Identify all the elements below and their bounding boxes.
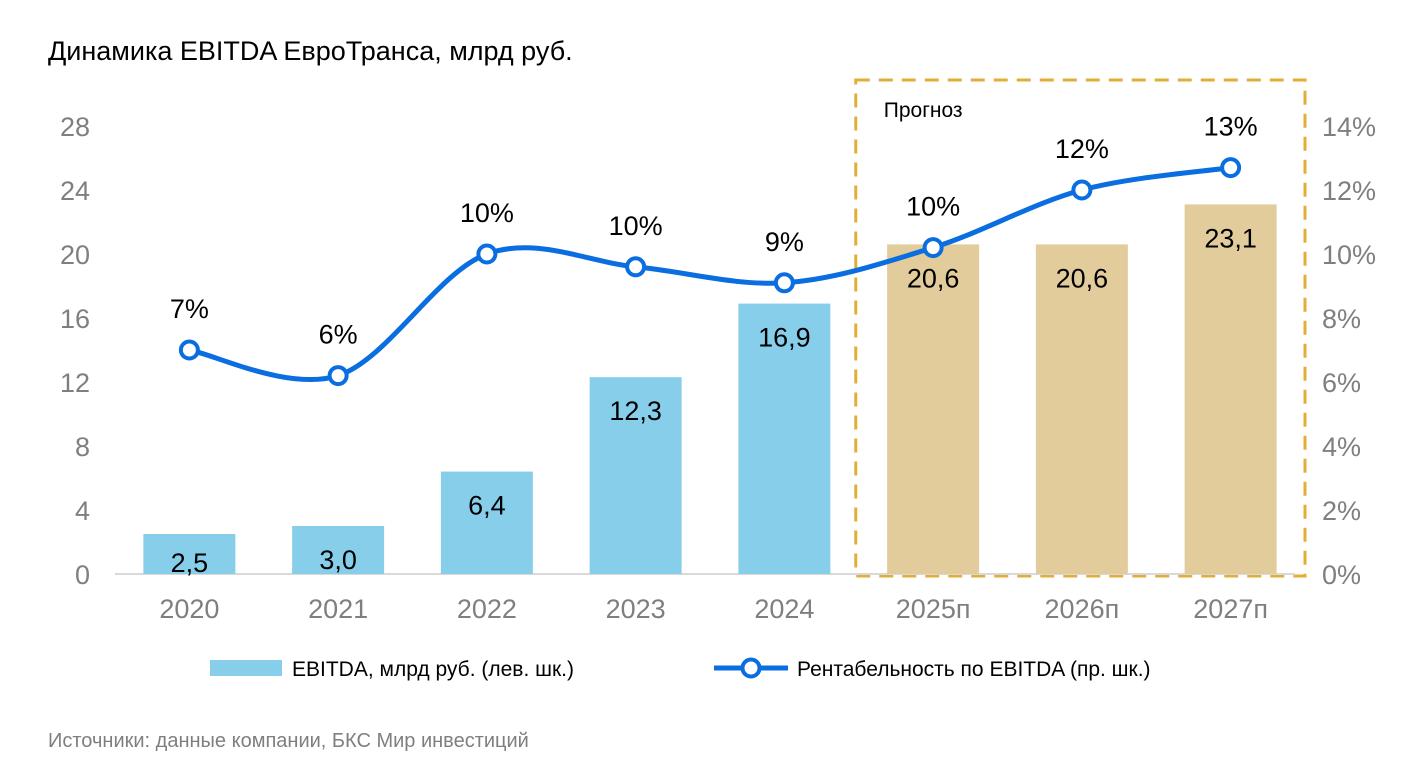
y-right-tick-label: 4%: [1322, 432, 1361, 462]
x-tick-label: 2027п: [1193, 594, 1268, 624]
margin-label: 9%: [765, 227, 804, 257]
forecast-box: [854, 78, 1307, 578]
ebitda-bar-labels: 2,5 3,0 6,4 12,3 16,9 20,6 20,6 23,1: [171, 223, 1257, 578]
y-right-tick-label: 8%: [1322, 304, 1361, 334]
ebitda-bar: [738, 303, 831, 574]
y-left-axis: 0 4 8 12 16 20 24 28: [60, 112, 90, 590]
y-left-tick-label: 4: [75, 496, 90, 526]
margin-line-series: [178, 157, 1242, 387]
ebitda-bar-label: 6,4: [468, 491, 506, 521]
margin-point: [922, 237, 944, 259]
ebitda-bar-label: 23,1: [1204, 223, 1257, 253]
ebitda-bar-label: 16,9: [758, 323, 811, 353]
x-tick-label: 2025п: [896, 594, 971, 624]
margin-point: [178, 339, 200, 361]
x-tick-label: 2023: [606, 594, 666, 624]
margin-label: 13%: [1204, 112, 1258, 142]
ebitda-bar: [589, 377, 682, 574]
x-tick-label: 2022: [457, 594, 517, 624]
margin-point: [625, 256, 647, 278]
margin-point: [327, 365, 349, 387]
margin-label: 12%: [1055, 134, 1109, 164]
margin-point: [476, 243, 498, 265]
margin-point: [1220, 157, 1242, 179]
x-axis: 2020 2021 2022 2023 2024 2025п 2026п 2027п: [159, 594, 1268, 624]
legend-line-marker: [740, 657, 762, 679]
ebitda-bar-label: 2,5: [171, 548, 209, 578]
y-right-tick-label: 12%: [1322, 176, 1376, 206]
margin-point: [1071, 179, 1093, 201]
x-tick-label: 2024: [754, 594, 814, 624]
ebitda-bar-label: 3,0: [319, 545, 357, 575]
y-left-tick-label: 20: [60, 240, 90, 270]
y-right-tick-label: 14%: [1322, 112, 1376, 142]
margin-label: 10%: [609, 211, 663, 241]
margin-line: [188, 165, 1232, 383]
y-left-tick-label: 28: [60, 112, 90, 142]
y-right-tick-label: 0%: [1322, 560, 1361, 590]
forecast-label: Прогноз: [884, 99, 963, 122]
ebitda-bar: [143, 534, 236, 574]
ebitda-bar: [292, 526, 385, 574]
chart-title: Динамика EBITDA ЕвроТранса, млрд руб.: [48, 36, 573, 66]
y-right-axis: 0% 2% 4% 6% 8% 10% 12% 14%: [1322, 112, 1376, 590]
y-right-tick-label: 10%: [1322, 240, 1376, 270]
y-right-tick-label: 6%: [1322, 368, 1361, 398]
source-note: Источники: данные компании, БКС Мир инве…: [48, 730, 529, 752]
legend-bar-label: EBITDA, млрд руб. (лев. шк.): [292, 658, 574, 681]
margin-label: 10%: [906, 192, 960, 222]
ebitda-bar: [1184, 204, 1277, 574]
ebitda-bars: [143, 204, 1277, 574]
ebitda-bar-label: 12,3: [609, 396, 662, 426]
y-left-tick-label: 24: [60, 176, 90, 206]
y-left-tick-label: 12: [60, 368, 90, 398]
legend: EBITDA, млрд руб. (лев. шк.) Рентабельнос…: [210, 657, 1151, 681]
margin-label: 7%: [170, 294, 209, 324]
ebitda-bar: [440, 471, 533, 574]
forecast-region: Прогноз: [854, 78, 1307, 578]
x-tick-label: 2026п: [1045, 594, 1120, 624]
margin-labels: 7% 6% 10% 10% 9% 10% 12% 13%: [170, 112, 1258, 350]
legend-bar-swatch: [210, 660, 282, 676]
ebitda-bar: [887, 244, 980, 574]
margin-point: [773, 272, 795, 294]
ebitda-bar: [1035, 244, 1128, 574]
margin-label: 10%: [460, 198, 514, 228]
legend-line-label: Рентабельность по EBITDA (пр. шк.): [797, 658, 1151, 681]
y-left-tick-label: 0: [75, 560, 90, 590]
y-left-tick-label: 8: [75, 432, 90, 462]
x-tick-label: 2020: [159, 594, 219, 624]
margin-label: 6%: [319, 320, 358, 350]
x-tick-label: 2021: [308, 594, 368, 624]
y-left-tick-label: 16: [60, 304, 90, 334]
ebitda-bar-label: 20,6: [1056, 263, 1109, 293]
ebitda-bar-label: 20,6: [907, 263, 960, 293]
y-right-tick-label: 2%: [1322, 496, 1361, 526]
